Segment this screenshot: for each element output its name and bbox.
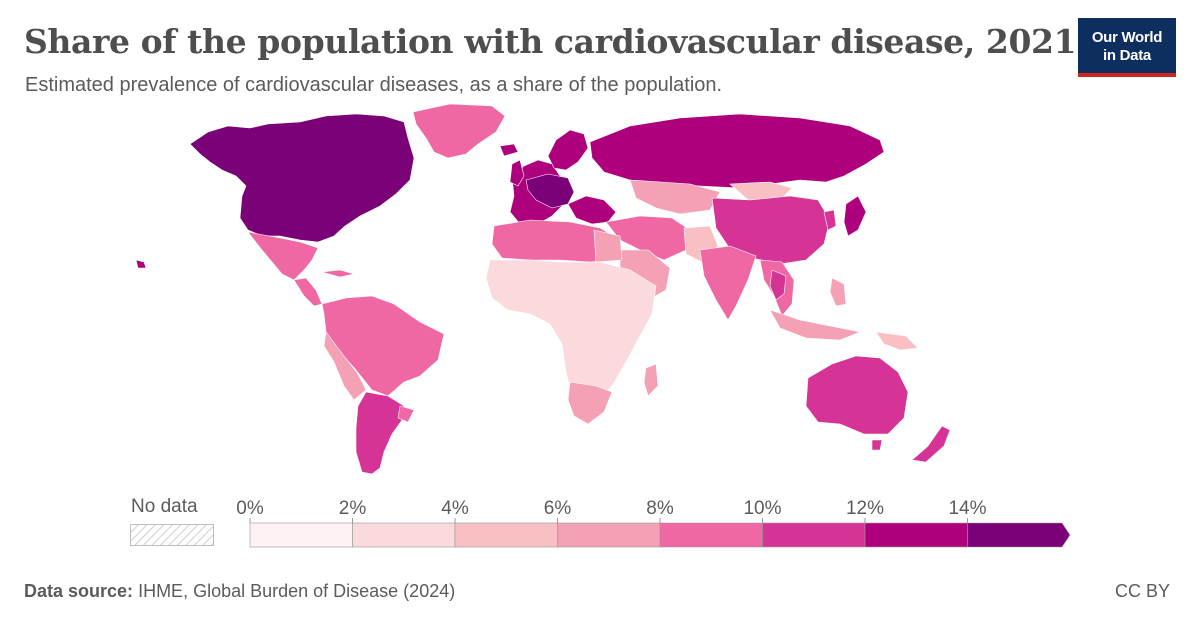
world-map — [135, 103, 951, 475]
region-mongolia[interactable] — [729, 181, 793, 201]
chart-title: Share of the population with cardiovascu… — [24, 22, 1077, 61]
region-china[interactable] — [711, 195, 831, 265]
region-iceland[interactable] — [499, 143, 519, 157]
legend-bin-4[interactable] — [659, 522, 763, 548]
region-russia[interactable] — [589, 113, 885, 189]
legend-tick-label: 0% — [236, 498, 264, 519]
data-source-text: IHME, Global Burden of Disease (2024) — [138, 581, 456, 601]
legend-bin-5[interactable] — [762, 522, 866, 548]
region-madagascar[interactable] — [643, 363, 659, 397]
logo-line-2: in Data — [1103, 47, 1151, 64]
legend-tick-label: 6% — [544, 498, 572, 519]
owid-logo[interactable]: Our World in Data — [1078, 18, 1176, 77]
region-korea[interactable] — [823, 209, 837, 231]
region-mexico[interactable] — [247, 231, 319, 281]
region-tasmania[interactable] — [871, 439, 883, 451]
region-eastern-europe[interactable] — [567, 195, 617, 225]
data-source-label: Data source: — [24, 581, 134, 601]
legend-color-scale: 0% 2% 4% 6% 8% 10% 12% 14% — [236, 498, 1071, 548]
region-uk[interactable] — [509, 159, 525, 187]
region-south-america-north[interactable] — [321, 295, 445, 397]
legend-bin-2[interactable] — [454, 522, 558, 548]
region-uruguay[interactable] — [397, 405, 415, 423]
region-thailand[interactable] — [769, 269, 787, 301]
region-southern-cone[interactable] — [355, 391, 405, 475]
legend-no-data-swatch[interactable] — [130, 524, 214, 546]
region-india[interactable] — [699, 245, 757, 321]
region-philippines[interactable] — [829, 277, 847, 307]
region-central-asia[interactable] — [629, 179, 721, 215]
legend-tick-label: 10% — [743, 498, 781, 519]
region-new-zealand[interactable] — [911, 425, 951, 463]
legend-tick-label: 4% — [441, 498, 469, 519]
region-central-america[interactable] — [293, 277, 323, 307]
legend-tick-label: 8% — [646, 498, 674, 519]
legend-bin-7[interactable] — [967, 522, 1071, 548]
legend-tick-label: 12% — [846, 498, 884, 519]
legend-no-data-label: No data — [131, 496, 198, 517]
region-indonesia[interactable] — [769, 309, 861, 341]
region-cuba[interactable] — [321, 269, 355, 278]
region-southern-africa[interactable] — [567, 381, 613, 425]
data-source: Data source: IHME, Global Burden of Dise… — [24, 581, 455, 602]
region-north-america[interactable] — [189, 113, 415, 243]
region-egypt[interactable] — [593, 229, 623, 263]
legend-tick-label: 14% — [948, 498, 986, 519]
license-link[interactable]: CC BY — [1114, 581, 1170, 601]
legend-bin-0[interactable] — [249, 522, 353, 548]
legend-bin-6[interactable] — [864, 522, 968, 548]
region-andes[interactable] — [323, 331, 367, 401]
legend-tick-label: 2% — [339, 498, 367, 519]
region-scandinavia[interactable] — [547, 129, 589, 171]
legend-bin-3[interactable] — [557, 522, 661, 548]
legend-bin-1[interactable] — [352, 522, 456, 548]
chart-subtitle: Estimated prevalence of cardiovascular d… — [25, 74, 723, 96]
region-papua[interactable] — [875, 331, 919, 351]
logo-line-1: Our World — [1091, 29, 1163, 46]
region-hawaii[interactable] — [135, 259, 147, 269]
region-japan[interactable] — [843, 195, 867, 237]
region-greenland[interactable] — [412, 103, 506, 159]
region-australia[interactable] — [805, 355, 909, 435]
